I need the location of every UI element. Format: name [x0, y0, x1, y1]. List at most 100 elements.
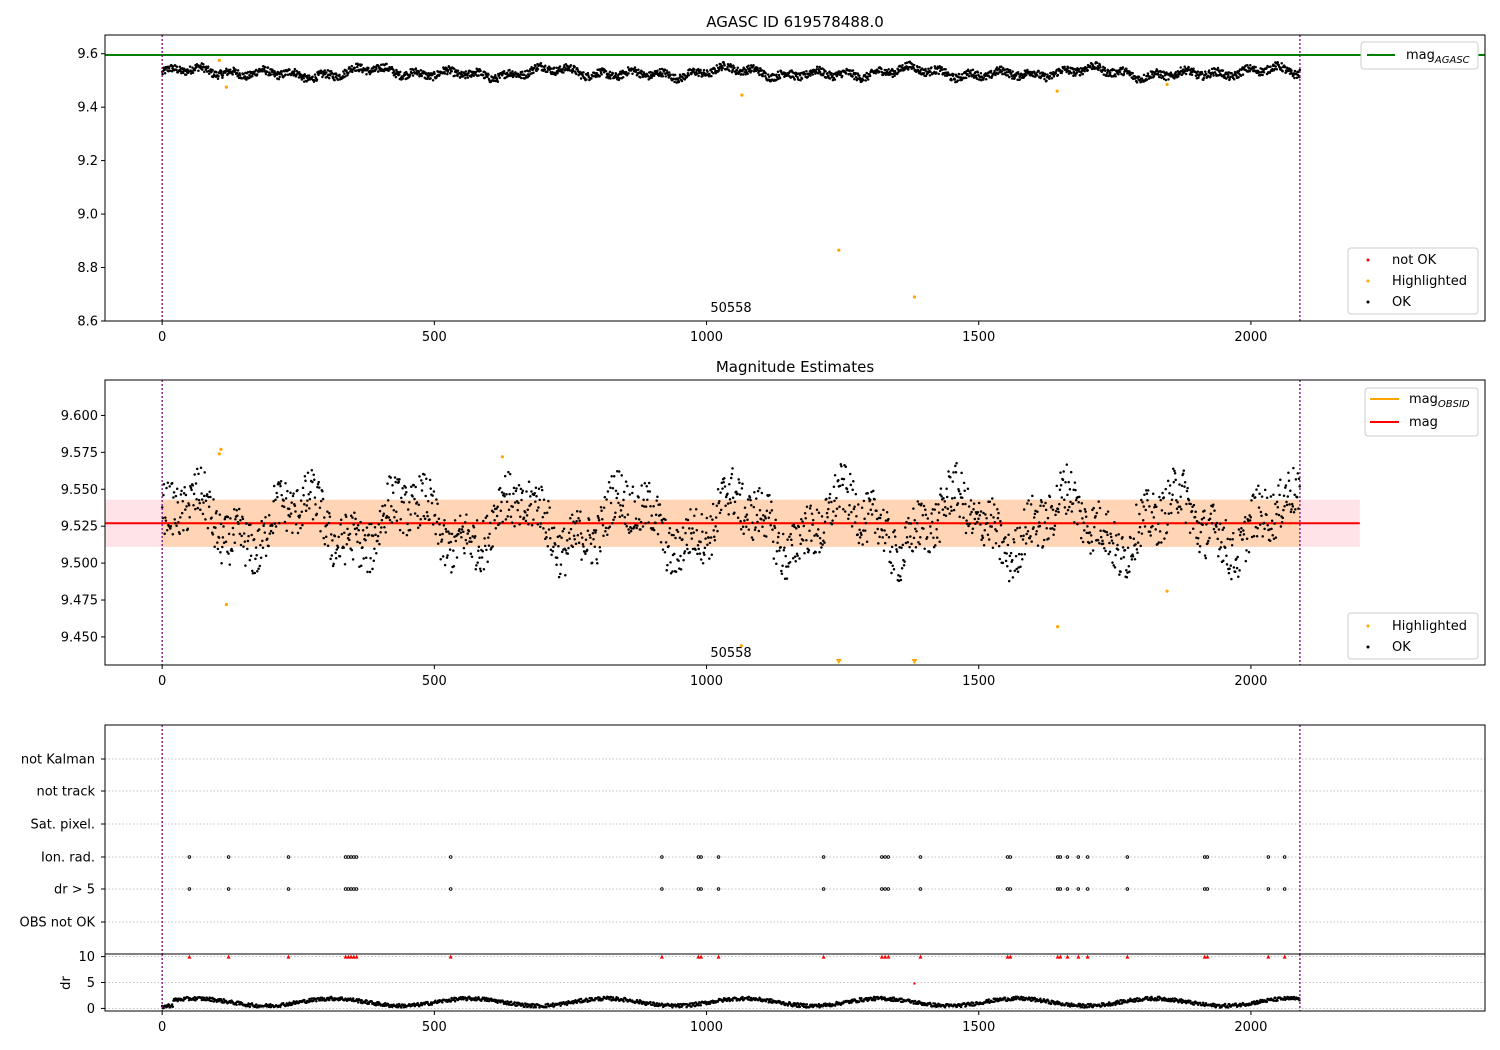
- agasc-ok-point: [544, 64, 547, 67]
- agasc-ok-point: [445, 67, 449, 70]
- agasc-ok-point: [197, 69, 200, 72]
- agasc-ok-point: [361, 70, 364, 74]
- agasc-ok-point: [1167, 78, 1170, 81]
- flag-point: [1008, 887, 1013, 891]
- estimates-ok-point: [1042, 538, 1046, 542]
- estimates-ok-point: [172, 496, 175, 499]
- estimates-ok-point: [428, 478, 432, 482]
- estimates-ok-point: [1095, 511, 1099, 515]
- estimates-ok-point: [1083, 508, 1087, 511]
- estimates-ok-point: [1081, 517, 1084, 520]
- estimates-ok-point: [409, 513, 412, 516]
- agasc-ok-point: [891, 75, 894, 79]
- dr-point: [171, 1005, 175, 1008]
- estimates-ok-point: [1060, 496, 1064, 499]
- estimates-ok-point: [436, 502, 439, 505]
- estimates-legend-dot-ok: [1366, 645, 1370, 649]
- agasc-ok-point: [1171, 74, 1175, 77]
- estimates-ok-point: [979, 523, 982, 526]
- estimates-ok-point: [875, 517, 879, 521]
- agasc-ok-point: [1063, 65, 1066, 69]
- estimates-ok-point: [727, 513, 730, 516]
- estimates-ok-point: [1161, 491, 1164, 495]
- estimates-ok-point: [391, 491, 395, 494]
- agasc-ok-point: [1070, 71, 1073, 75]
- estimates-ok-point: [989, 513, 993, 517]
- estimates-ok-point: [1233, 570, 1237, 574]
- estimates-ok-point: [512, 492, 515, 495]
- estimates-ok-point: [375, 551, 378, 555]
- agasc-ok-point: [527, 74, 531, 78]
- agasc-ok-point: [355, 65, 359, 69]
- estimates-ok-point: [882, 508, 885, 512]
- estimates-ok-point: [1098, 506, 1102, 510]
- estimates-ok-point: [701, 561, 705, 565]
- agasc-ok-point: [184, 73, 188, 76]
- estimates-ok-point: [382, 512, 386, 516]
- estimates-ok-point: [420, 479, 423, 482]
- agasc-ok-point: [456, 74, 459, 78]
- flag-point: [1058, 887, 1063, 891]
- estimates-ok-point: [736, 492, 739, 495]
- estimates-ok-point: [353, 527, 357, 531]
- estimates-obsid-label: 50558: [710, 646, 751, 661]
- agasc-ok-point: [321, 75, 324, 79]
- estimates-ok-point: [1004, 536, 1007, 539]
- estimates-ok-point: [962, 481, 966, 485]
- estimates-ok-point: [1129, 536, 1132, 540]
- estimates-ok-point: [980, 538, 983, 541]
- agasc-ok-point: [379, 63, 383, 67]
- flag-point: [1205, 887, 1210, 891]
- agasc-ok-point: [492, 79, 496, 83]
- agasc-ok-point: [1068, 70, 1072, 73]
- estimates-ok-point: [1028, 537, 1032, 540]
- agasc-ok-point: [803, 72, 807, 76]
- agasc-ok-point: [758, 73, 761, 77]
- estimates-ok-point: [177, 521, 180, 524]
- agasc-ok-point: [1227, 71, 1231, 74]
- estimates-legend-obsid-mag: mag: [1409, 392, 1438, 407]
- agasc-ok-point: [1248, 69, 1252, 73]
- estimates-ok-point: [847, 517, 850, 520]
- estimates-ok-point: [374, 533, 377, 536]
- estimates-ok-point: [888, 550, 892, 554]
- estimates-ok-point: [308, 497, 312, 501]
- estimates-ok-point: [353, 511, 356, 515]
- estimates-ok-point: [1104, 549, 1107, 553]
- agasc-ok-point: [403, 73, 407, 77]
- agasc-ok-point: [393, 70, 396, 73]
- agasc-ok-point: [1108, 71, 1112, 75]
- agasc-ok-point: [215, 71, 218, 74]
- estimates-ok-point: [529, 502, 533, 506]
- agasc-highlighted-point: [837, 248, 841, 252]
- estimates-ok-point: [332, 562, 335, 566]
- dr-point: [170, 1003, 174, 1006]
- estimates-ok-point: [969, 513, 972, 516]
- estimates-ok-point: [785, 577, 789, 580]
- estimates-ok-point: [1119, 557, 1123, 560]
- estimates-ok-point: [1260, 514, 1263, 517]
- estimates-ok-point: [1099, 529, 1102, 532]
- estimates-ok-point: [692, 531, 695, 534]
- estimates-ok-point: [711, 502, 715, 506]
- estimates-ok-point: [314, 503, 317, 506]
- estimates-marks: [105, 380, 1360, 665]
- flag-point: [1076, 855, 1081, 859]
- estimates-ok-point: [811, 518, 815, 522]
- agasc-ok-point: [454, 69, 458, 72]
- estimates-ok-point: [663, 550, 667, 554]
- estimates-ok-point: [1287, 471, 1290, 474]
- estimates-ok-point: [715, 504, 719, 508]
- estimates-ok-point: [865, 540, 869, 543]
- agasc-ok-point: [1207, 69, 1211, 72]
- estimates-ok-point: [855, 514, 858, 518]
- estimates-ok-point: [957, 488, 960, 491]
- agasc-ok-point: [416, 73, 419, 76]
- estimates-ok-point: [724, 495, 728, 499]
- estimates-ok-point: [1232, 566, 1236, 569]
- estimates-ok-point: [1297, 477, 1301, 480]
- estimates-ok-point: [219, 551, 222, 554]
- estimates-ok-point: [232, 533, 235, 536]
- estimates-ok-point: [619, 509, 623, 512]
- estimates-ok-point: [950, 509, 953, 512]
